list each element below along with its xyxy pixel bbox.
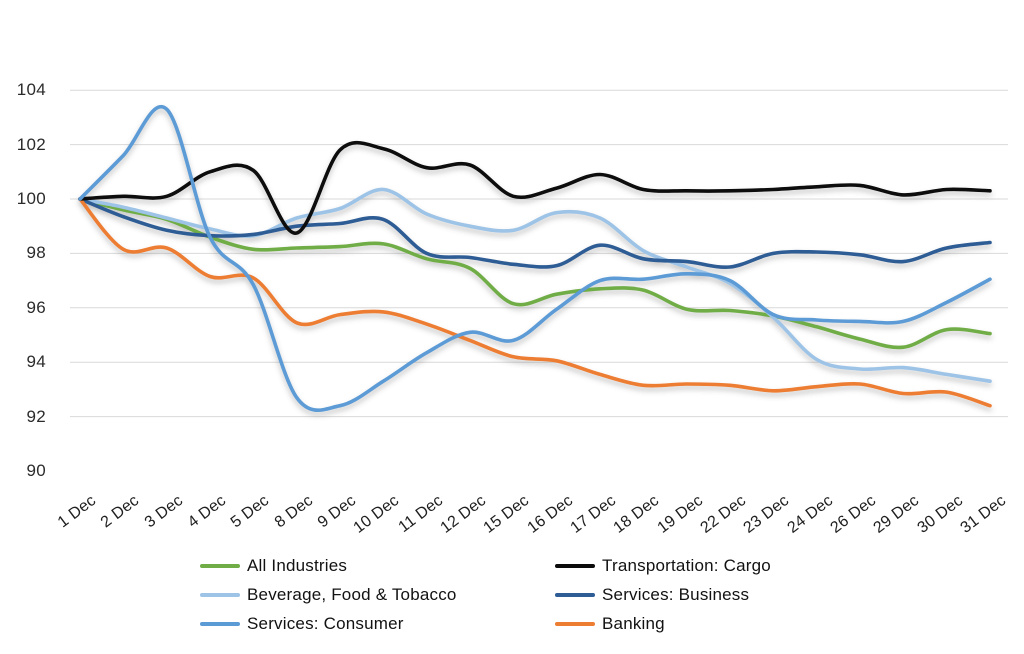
- legend-item-services-business[interactable]: Services: Business: [555, 585, 749, 605]
- legend-marker-transportation-cargo: [555, 563, 595, 569]
- legend-label-services-business: Services: Business: [602, 585, 750, 604]
- y-tick-label-92: 92: [26, 406, 46, 426]
- series-line-all-industries: [78, 197, 992, 350]
- legend-label-services-consumer: Services: Consumer: [247, 614, 404, 633]
- y-tick-label-100: 100: [16, 189, 46, 208]
- legend-marker-beverage-food-tobacco: [200, 592, 240, 598]
- series-line-services-consumer: [78, 105, 992, 412]
- legend-marker-services-business: [555, 592, 595, 598]
- legend-item-services-consumer[interactable]: Services: Consumer: [200, 614, 404, 634]
- series-line-banking: [78, 197, 992, 408]
- legend-item-transportation-cargo[interactable]: Transportation: Cargo: [555, 556, 771, 576]
- y-tick-label-96: 96: [26, 297, 46, 317]
- y-tick-label-104: 104: [16, 80, 46, 100]
- y-tick-label-94: 94: [26, 352, 46, 372]
- legend-label-beverage-food-tobacco: Beverage, Food & Tobacco: [247, 585, 457, 604]
- legend-label-all-industries: All Industries: [247, 556, 348, 575]
- y-tick-label-90: 90: [26, 461, 46, 480]
- legend-marker-all-industries: [200, 563, 240, 569]
- series-line-transportation-cargo: [78, 140, 992, 235]
- legend-item-beverage-food-tobacco[interactable]: Beverage, Food & Tobacco: [200, 585, 457, 605]
- legend-item-banking[interactable]: Banking: [555, 614, 665, 634]
- y-tick-label-98: 98: [26, 243, 46, 263]
- legend-label-banking: Banking: [602, 614, 665, 633]
- legend-item-all-industries[interactable]: All Industries: [200, 556, 347, 576]
- legend-label-transportation-cargo: Transportation: Cargo: [602, 556, 771, 575]
- legend-marker-banking: [555, 621, 595, 627]
- series-line-services-business: [78, 197, 992, 270]
- legend-marker-services-consumer: [200, 621, 240, 627]
- y-tick-label-102: 102: [16, 134, 46, 154]
- series-line-beverage-food-tobacco: [78, 187, 992, 383]
